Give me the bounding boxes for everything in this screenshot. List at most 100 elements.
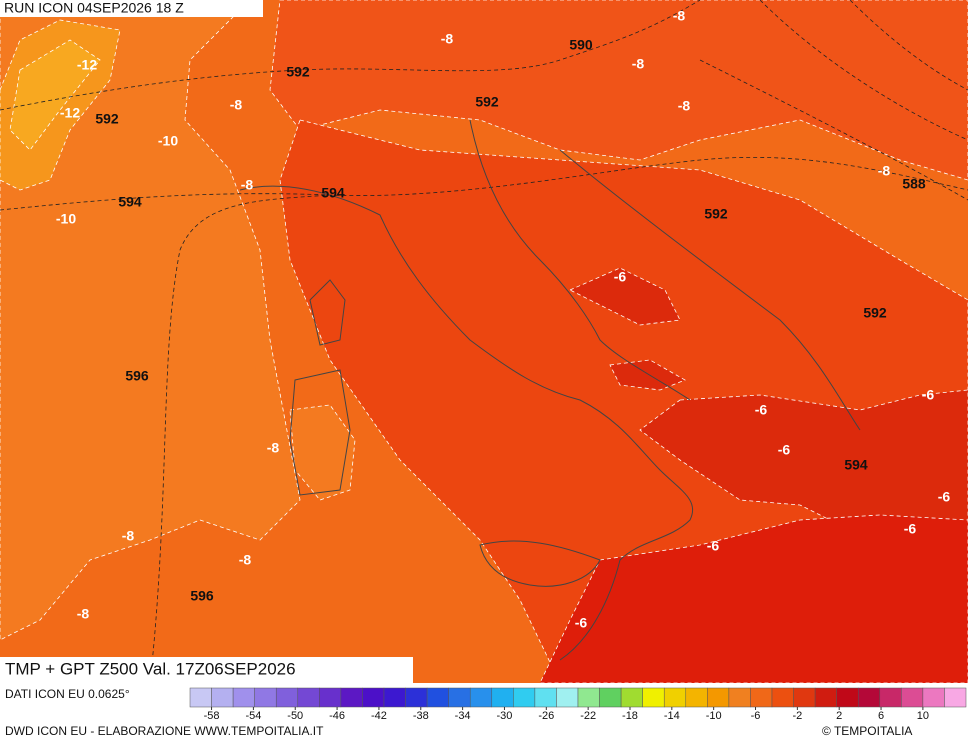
contour-label: -6 [938, 489, 951, 505]
color-swatch [879, 687, 902, 708]
isoline [0, 0, 701, 111]
tick-label: -54 [245, 710, 261, 722]
color-swatch [491, 687, 514, 708]
color-swatch [383, 687, 406, 708]
contour-label: -6 [755, 402, 768, 418]
credit: DWD ICON EU - ELABORAZIONE WWW.TEMPOITAL… [5, 724, 324, 738]
contour-label: -6 [707, 538, 720, 554]
color-swatch [232, 687, 255, 708]
contour-label: 592 [704, 206, 728, 222]
tick-label: -30 [497, 710, 513, 722]
contour-label: -8 [673, 8, 686, 24]
contour-label: 596 [125, 368, 149, 384]
field-coolest [9, 39, 101, 151]
contour-label: 588 [902, 176, 926, 192]
contour-label: 590 [569, 37, 593, 53]
tick-label: 10 [917, 710, 929, 722]
isoline [149, 194, 331, 684]
tick-label: -26 [538, 710, 554, 722]
contour-label: -6 [904, 521, 917, 537]
isoline [699, 59, 968, 201]
contour-label: 592 [863, 305, 887, 321]
color-swatch [707, 687, 730, 708]
color-swatch [211, 687, 234, 708]
isoline [759, 0, 968, 141]
run-box [0, 0, 263, 17]
contour-label: -8 [678, 98, 691, 114]
coastline [559, 149, 861, 431]
contour-label: -8 [122, 528, 135, 544]
tick-label: 6 [878, 710, 884, 722]
field-warm-south [539, 514, 968, 684]
color-swatch [750, 687, 773, 708]
data-source: DATI ICON EU 0.0625° [5, 687, 130, 701]
color-swatch [642, 687, 665, 708]
color-swatch [793, 687, 816, 708]
tick-label: -58 [204, 710, 220, 722]
tick-label: -38 [413, 710, 429, 722]
contour-label: 592 [95, 111, 119, 127]
contour-label: -8 [230, 97, 243, 113]
contour-label: -10 [158, 133, 178, 149]
coastline [289, 369, 351, 496]
contour-label: -6 [575, 615, 588, 631]
contour-label: -6 [778, 442, 791, 458]
contour-label: 594 [844, 457, 868, 473]
color-swatch [577, 687, 600, 708]
color-swatch [556, 687, 579, 708]
field-north [269, 0, 968, 181]
color-swatch [254, 687, 277, 708]
color-swatch [189, 687, 212, 708]
contour-labels: -8 -8 590 -8 -12 592 -12 592 -8 592 -8 -10 -8 588 -8 59… [56, 8, 951, 631]
tick-label: -50 [287, 710, 303, 722]
contour-label: 592 [286, 64, 310, 80]
color-swatch [405, 687, 428, 708]
tick-label: -14 [664, 710, 680, 722]
run-label: RUN ICON 04SEP2026 18 Z [4, 0, 184, 16]
field-pocket [569, 267, 681, 326]
colorbar: -58 -54 -50 -46 -42 -38 -34 -30 -26 -22 -18 -14 -10-… [189, 687, 967, 722]
color-swatch [663, 687, 687, 708]
coastline [469, 119, 691, 401]
color-swatch [599, 687, 622, 708]
contour-label: -8 [267, 440, 280, 456]
contour-label: -6 [614, 269, 627, 285]
tick-label: -22 [580, 710, 596, 722]
color-swatch [362, 687, 385, 708]
contour-label: -8 [241, 177, 254, 193]
tick-label: -2 [792, 710, 802, 722]
field-pocket [609, 359, 686, 391]
color-swatch [275, 687, 299, 708]
color-swatch [426, 687, 449, 708]
color-swatch [836, 687, 859, 708]
color-swatch [513, 687, 536, 708]
map-title: TMP + GPT Z500 Val. 17Z06SEP2026 [5, 659, 296, 678]
contour-label: -8 [77, 606, 90, 622]
copyright: © TEMPOITALIA [822, 724, 912, 738]
tick-label: -10 [706, 710, 722, 722]
coastlines [239, 119, 861, 661]
tick-label: -34 [455, 710, 471, 722]
tick-label: -42 [371, 710, 387, 722]
color-swatch [534, 687, 557, 708]
isoline [0, 156, 968, 211]
contour-label: 594 [118, 194, 142, 210]
contour-label: -8 [239, 552, 252, 568]
contour-label: -8 [632, 56, 645, 72]
color-swatch [814, 687, 837, 708]
color-swatch [901, 687, 924, 708]
coastline [309, 279, 346, 346]
contour-label: -10 [56, 211, 76, 227]
geopotential-isolines [0, 0, 968, 684]
contour-label: -8 [441, 31, 454, 47]
color-swatch [857, 687, 881, 708]
contour-label: -6 [922, 387, 935, 403]
color-swatch [469, 687, 493, 708]
color-swatch [297, 687, 320, 708]
color-swatch [685, 687, 708, 708]
contour-label: 596 [190, 588, 214, 604]
contour-label: 594 [321, 185, 345, 201]
color-swatch [922, 687, 945, 708]
